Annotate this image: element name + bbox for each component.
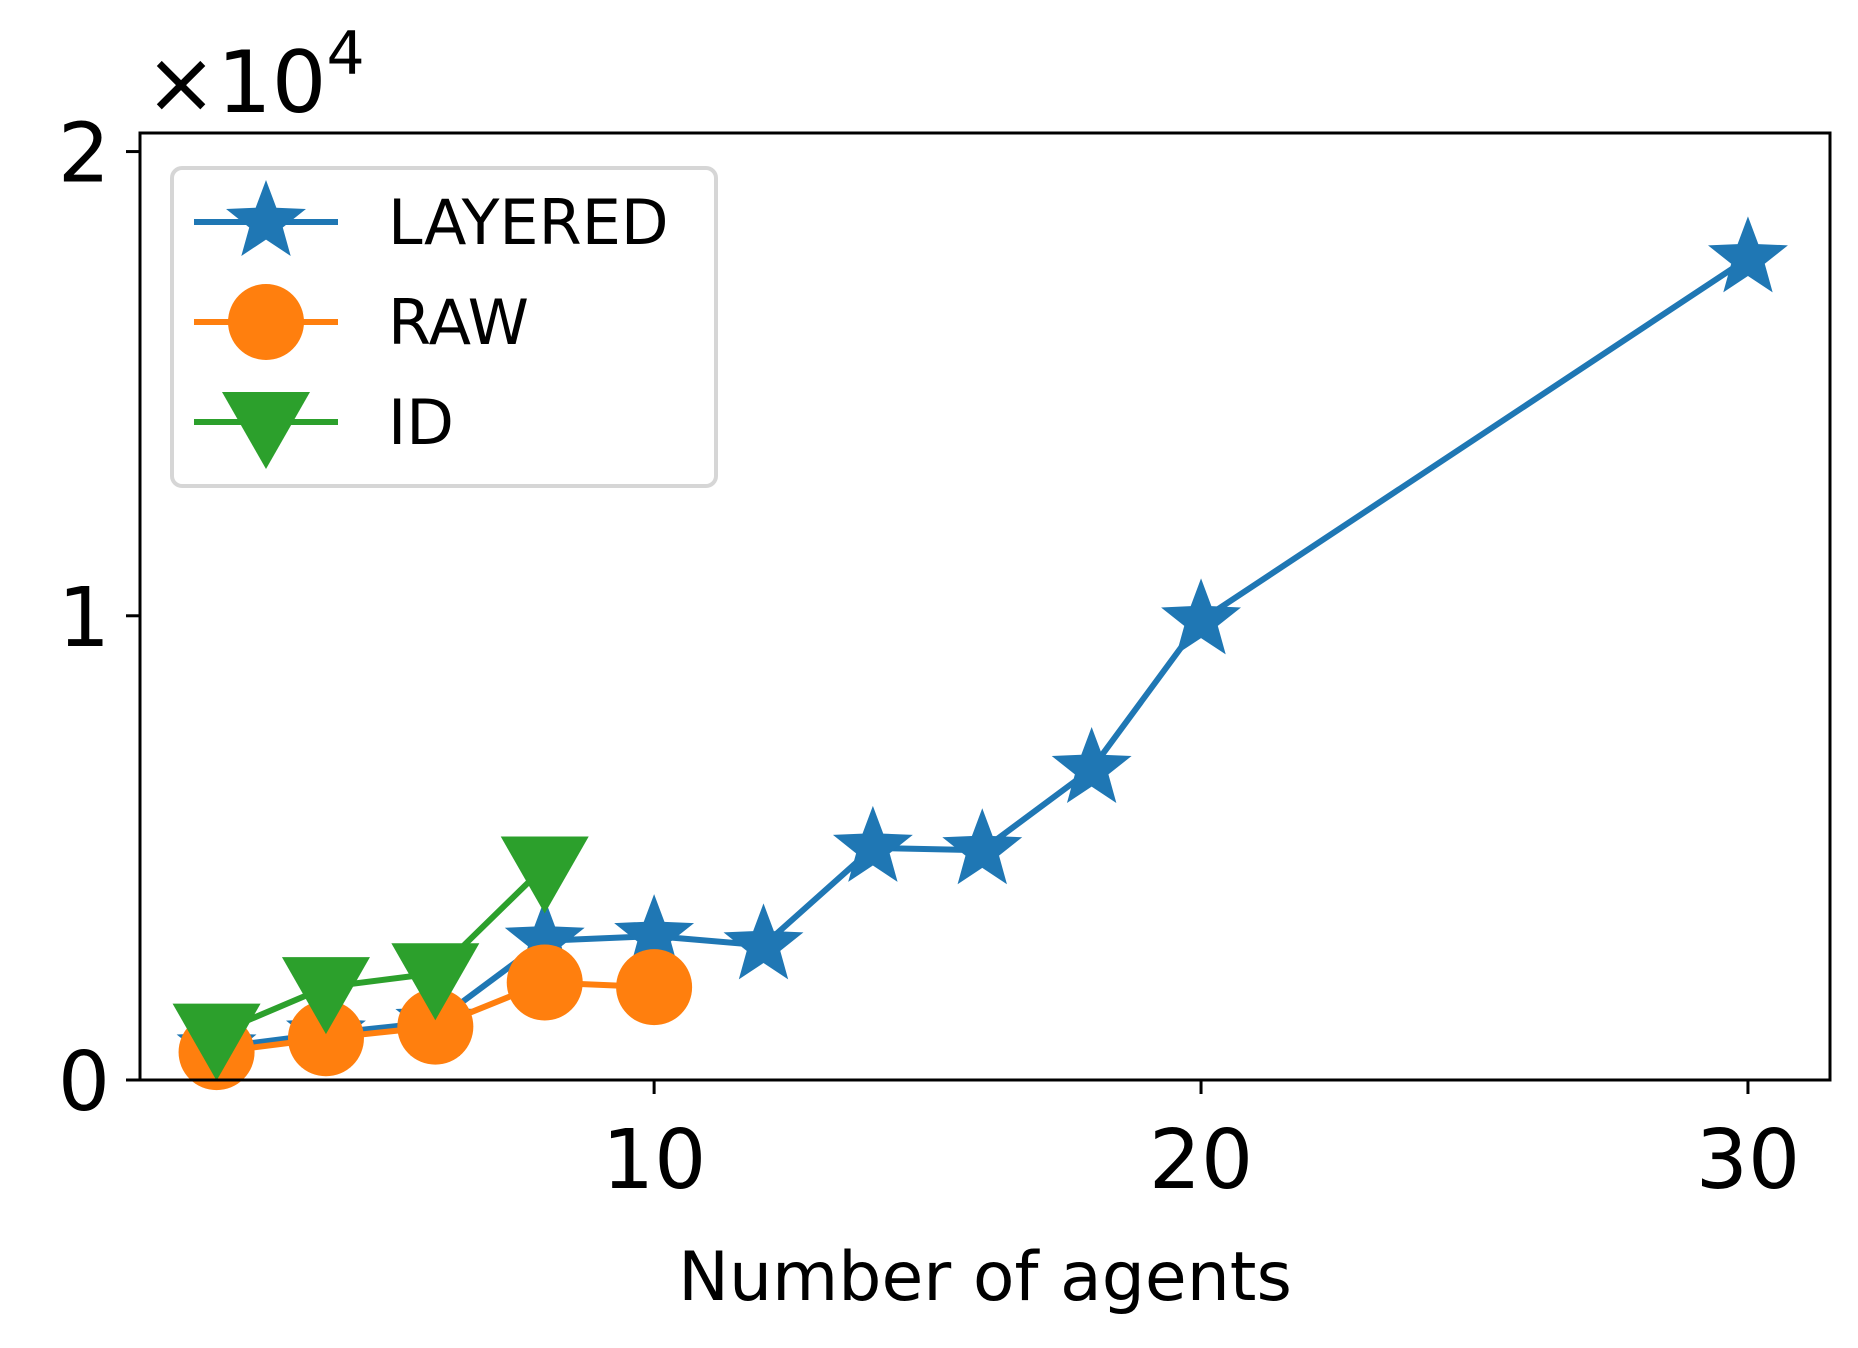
x-tick-label: 20 bbox=[1149, 1113, 1253, 1208]
y-scale-exponent: 4 bbox=[327, 19, 365, 89]
data-point-layered bbox=[942, 808, 1023, 885]
y-axis-scale-factor: ×104 bbox=[145, 19, 365, 133]
data-point-raw bbox=[616, 949, 693, 1026]
data-point-layered bbox=[504, 898, 585, 975]
series-raw bbox=[178, 944, 693, 1091]
data-point-id bbox=[391, 943, 480, 1021]
legend-marker bbox=[226, 180, 306, 256]
x-tick-label: 30 bbox=[1696, 1113, 1800, 1208]
x-axis-label: Number of agents bbox=[678, 1238, 1292, 1317]
series-line-id bbox=[213, 863, 548, 1037]
data-point-id bbox=[281, 957, 370, 1035]
legend-label: ID bbox=[388, 386, 454, 459]
data-point-raw bbox=[506, 944, 583, 1021]
legend-marker bbox=[222, 392, 310, 469]
y-tick-label: 2 bbox=[58, 107, 110, 202]
data-point-layered bbox=[723, 903, 804, 980]
legend-marker bbox=[228, 284, 304, 360]
legend-item-id: ID bbox=[194, 386, 454, 469]
y-tick-label: 1 bbox=[58, 571, 110, 666]
axis-ticks: 10 20 30 0 1 2 bbox=[58, 107, 1800, 1208]
y-scale-prefix: ×10 bbox=[145, 33, 327, 133]
data-point-layered bbox=[1161, 578, 1241, 655]
legend-label: RAW bbox=[388, 286, 529, 359]
plot-area-frame bbox=[138, 131, 1832, 1082]
data-point-layered bbox=[1708, 216, 1788, 293]
series-id bbox=[172, 836, 589, 1081]
x-tick-label: 10 bbox=[602, 1113, 706, 1208]
data-point-layered bbox=[832, 805, 913, 882]
data-point-raw bbox=[397, 988, 474, 1065]
legend-item-layered: LAYERED bbox=[194, 180, 669, 259]
legend-label: LAYERED bbox=[388, 186, 669, 259]
data-point-layered bbox=[1051, 726, 1132, 803]
data-point-id bbox=[500, 836, 589, 914]
y-tick-label: 0 bbox=[58, 1035, 110, 1130]
data-point-raw bbox=[287, 1000, 364, 1077]
legend-frame bbox=[170, 166, 718, 488]
data-point-id bbox=[172, 1003, 261, 1081]
data-point-layered bbox=[614, 894, 695, 971]
legend-item-raw: RAW bbox=[194, 284, 529, 360]
series-layer bbox=[172, 216, 1788, 1091]
legend: LAYERED RAW ID bbox=[170, 166, 718, 488]
